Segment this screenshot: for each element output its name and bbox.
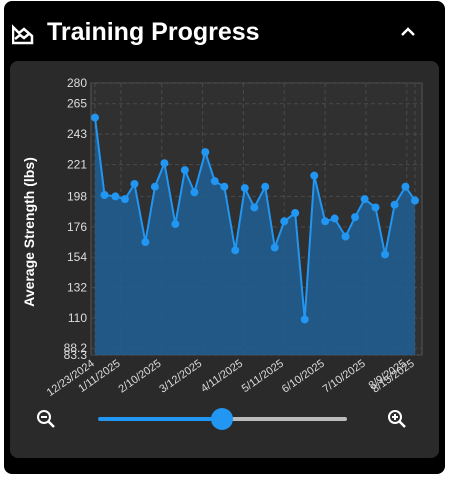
point: [171, 220, 180, 229]
x-tick-label: 6/10/2025: [280, 358, 327, 396]
y-tick-label: 198: [67, 189, 87, 203]
point: [130, 179, 139, 188]
point: [360, 195, 369, 204]
point: [371, 203, 380, 212]
point: [201, 148, 210, 157]
y-tick-label: 154: [67, 250, 87, 264]
point: [300, 315, 309, 324]
zoom-in[interactable]: [388, 410, 406, 428]
slider-thumb[interactable]: [211, 408, 233, 430]
y-tick-label: 88.2: [64, 341, 88, 355]
point: [280, 217, 289, 226]
area: [95, 117, 415, 356]
y-tick-label: 176: [67, 220, 87, 234]
point: [411, 196, 419, 205]
x-tick-label: 3/12/2025: [157, 358, 204, 396]
point: [270, 243, 279, 252]
point: [261, 182, 270, 191]
y-tick-label: 221: [67, 158, 87, 172]
point: [240, 184, 249, 193]
collapse-button[interactable]: [400, 25, 416, 39]
point: [351, 213, 360, 222]
point: [160, 159, 169, 168]
point: [111, 192, 120, 201]
point: [120, 195, 129, 204]
point: [141, 238, 150, 247]
panel-title: Training Progress: [47, 18, 260, 46]
point: [150, 182, 159, 191]
point: [291, 208, 300, 217]
point: [91, 113, 99, 122]
point: [180, 166, 189, 175]
y-tick-label: 243: [67, 127, 87, 141]
point: [210, 177, 219, 186]
point: [330, 214, 339, 223]
x-tick-label: 5/11/2025: [240, 358, 286, 395]
x-tick-label: 2/10/2025: [116, 358, 163, 396]
point: [250, 203, 259, 212]
point: [220, 182, 229, 191]
point: [190, 188, 199, 197]
point: [310, 171, 319, 180]
point: [381, 250, 390, 259]
point: [100, 191, 109, 200]
point: [401, 182, 410, 191]
y-tick-label: 110: [68, 311, 87, 325]
zoom-out[interactable]: [37, 410, 55, 428]
point: [341, 232, 350, 241]
y-tick-label: 265: [67, 97, 87, 111]
x-tick-label: 7/10/2025: [321, 358, 368, 396]
point: [390, 200, 399, 209]
y-tick-label: 83.3: [64, 348, 88, 362]
point: [321, 217, 330, 226]
chart-icon: [12, 24, 34, 45]
y-tick-label: 132: [67, 281, 87, 295]
y-axis-title: Average Strength (lbs): [21, 157, 37, 307]
x-tick-label: 4/11/2025: [199, 358, 245, 395]
point: [231, 246, 240, 255]
y-tick-label: 280: [67, 76, 87, 90]
